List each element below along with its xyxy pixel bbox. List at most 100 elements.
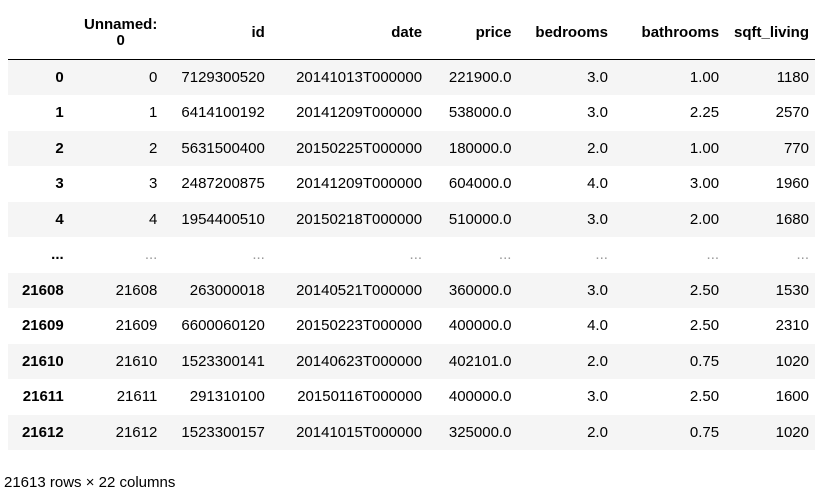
table-cell: 538000.0 <box>448 104 512 122</box>
table-cell: 0 <box>148 69 158 86</box>
table-cell: 1954400510 <box>181 210 265 228</box>
column-header: price <box>428 6 518 60</box>
table-cell: 3.0 <box>587 281 608 299</box>
table-cell: 6600060120 <box>181 317 265 335</box>
column-header: Unnamed: 0 <box>69 6 164 60</box>
table-cell: 1523300157 <box>181 423 265 441</box>
table-cell: 2.25 <box>689 104 720 122</box>
table-cell: 3.0 <box>587 104 608 122</box>
table-cell: 360000.0 <box>448 281 512 299</box>
table-cell: 2.0 <box>587 139 608 157</box>
table-cell: ... <box>706 246 720 264</box>
table-cell: 20140521T000000 <box>296 281 423 299</box>
table-cell: 20141209T000000 <box>296 175 423 193</box>
table-row: 21611 21611 291310100 20150116T000000 400000… <box>8 379 815 415</box>
index-header <box>8 6 70 60</box>
table-cell: 0.75 <box>689 352 720 370</box>
row-index: ... <box>51 246 64 264</box>
table-cell: 2 <box>148 139 158 157</box>
table-cell: 20141209T000000 <box>296 104 423 122</box>
table-cell: 1680 <box>775 210 809 228</box>
row-index: 1 <box>55 104 64 122</box>
table-cell: 325000.0 <box>448 423 512 441</box>
table-cell: 2310 <box>775 317 809 335</box>
table-cell: 770 <box>783 139 809 157</box>
table-cell: 21612 <box>115 423 158 441</box>
table-cell: 1523300141 <box>181 352 265 370</box>
table-row: 21608 21608 263000018 20140521T000000 360000… <box>8 272 815 308</box>
table-cell: 21610 <box>115 352 158 370</box>
table-cell: ... <box>796 246 809 264</box>
table-cell: 604000.0 <box>448 175 512 193</box>
table-cell: ... <box>595 246 608 264</box>
column-header-label: Unnamed: 0 <box>83 15 158 49</box>
table-cell: 1020 <box>775 352 809 370</box>
table-cell: ... <box>144 246 158 264</box>
table-cell: 21611 <box>116 388 158 406</box>
table-cell: 3.00 <box>689 175 720 193</box>
table-cell: 2.0 <box>587 423 608 441</box>
row-index: 0 <box>55 69 64 86</box>
table-cell: 263000018 <box>189 281 265 299</box>
table-cell: 2.50 <box>689 388 720 406</box>
column-header: sqft_living <box>725 6 815 60</box>
table-cell: 3 <box>148 175 158 193</box>
table-cell: 2.00 <box>689 210 720 228</box>
column-header: date <box>270 6 429 60</box>
column-header: bedrooms <box>517 6 614 60</box>
table-row: 2 2 5631500400 20150225T000000 180000.0 2.0 1.… <box>8 130 815 166</box>
header-row: Unnamed: 0 id date price bedrooms bathrooms sqf… <box>8 6 815 60</box>
table-cell: 3.0 <box>587 210 608 228</box>
table-cell: 180000.0 <box>448 139 512 157</box>
table-cell: 20140623T000000 <box>296 352 423 370</box>
table-cell: 2.50 <box>689 317 720 335</box>
table-header: Unnamed: 0 id date price bedrooms bathrooms sqf… <box>8 6 815 60</box>
table-cell: 2.50 <box>689 281 720 299</box>
table-cell: 1600 <box>775 388 809 406</box>
column-header: id <box>163 6 271 60</box>
table-cell: 402101.0 <box>448 352 512 370</box>
table-cell: 400000.0 <box>448 317 512 335</box>
table-row: 3 3 2487200875 20141209T000000 604000.0 4.0 3.… <box>8 166 815 202</box>
table-cell: 4.0 <box>587 317 608 335</box>
table-cell: 4.0 <box>587 175 608 193</box>
row-index: 21612 <box>21 423 64 441</box>
table-cell: 5631500400 <box>181 139 265 157</box>
row-index: 21610 <box>21 352 64 370</box>
table-body: 0 0 7129300520 20141013T000000 221900.0 3.0 1.… <box>8 59 815 450</box>
table-cell: 221900.0 <box>448 69 512 86</box>
table-cell: 0.75 <box>689 423 720 441</box>
table-row: 4 4 1954400510 20150218T000000 510000.0 3.0 2.… <box>8 201 815 237</box>
table-cell: 3.0 <box>587 69 608 86</box>
table-cell: 7129300520 <box>181 69 265 86</box>
row-index: 21611 <box>22 388 64 406</box>
table-cell: 2487200875 <box>181 175 265 193</box>
row-index: 4 <box>55 210 64 228</box>
table-cell: 4 <box>148 210 158 228</box>
table-cell: 20150223T000000 <box>296 317 423 335</box>
table-cell: 1.00 <box>689 139 720 157</box>
table-row: 0 0 7129300520 20141013T000000 221900.0 3.0 1.… <box>8 59 815 95</box>
table-cell: 510000.0 <box>448 210 512 228</box>
column-header: bathrooms <box>613 6 726 60</box>
row-index: 3 <box>55 175 64 193</box>
table-cell: 2.0 <box>587 352 608 370</box>
ellipsis-row: ........................ <box>8 237 815 273</box>
row-column-summary: 21613 rows × 22 columns <box>4 474 176 491</box>
table-cell: 1020 <box>775 423 809 441</box>
table-cell: 6414100192 <box>181 104 265 122</box>
table-cell: ... <box>498 246 512 264</box>
table-cell: 400000.0 <box>448 388 512 406</box>
table-cell: ... <box>252 246 265 264</box>
table-cell: 20141015T000000 <box>296 423 423 441</box>
table-cell: 1 <box>148 104 158 122</box>
table-cell: 20150116T000000 <box>297 388 423 406</box>
table-cell: 21609 <box>115 317 158 335</box>
table-row: 1 1 6414100192 20141209T000000 538000.0 3.0 2.… <box>8 95 815 131</box>
table-cell: 1960 <box>775 175 809 193</box>
table-cell: 1180 <box>776 69 809 86</box>
table-cell: 291310100 <box>189 388 265 406</box>
table-cell: 2570 <box>775 104 809 122</box>
row-index: 21608 <box>21 281 64 299</box>
